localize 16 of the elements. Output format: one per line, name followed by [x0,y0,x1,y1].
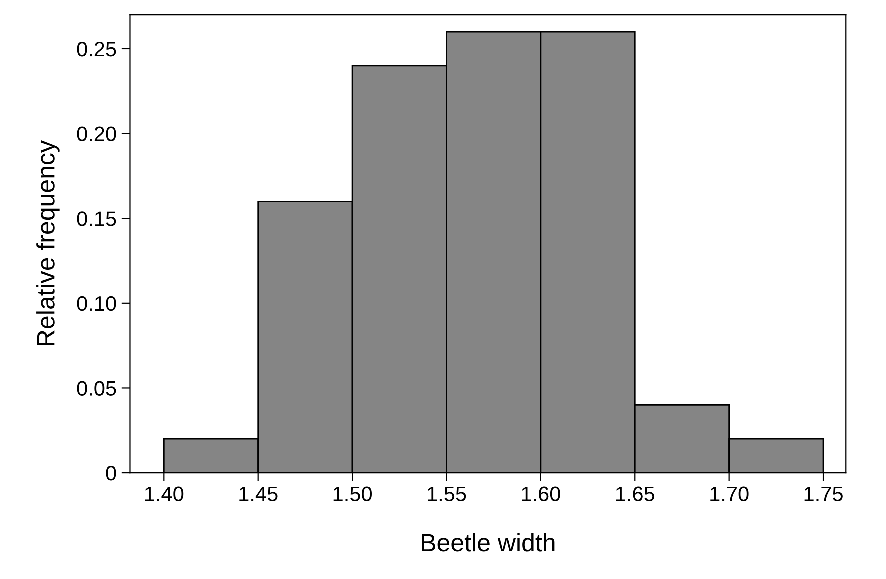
y-tick-label: 0.25 [77,42,116,57]
x-tick-label: 1.50 [334,486,372,502]
x-tick-label: 1.55 [428,487,466,502]
x-tick-label: 1.65 [616,486,655,502]
x-tick-label: 1.70 [710,486,749,502]
y-tick-label: 0 [106,466,116,481]
y-axis-title: Relative frequency [36,140,60,346]
x-tick-label: 1.40 [145,486,184,502]
y-tick-label: 0.15 [77,212,116,226]
x-tick-label: 1.60 [522,486,560,502]
y-tick-label: 0.10 [77,296,116,312]
y-tick-label: 0.20 [77,126,116,142]
x-tick-label: 1.45 [240,487,278,502]
x-axis-title: Beetle width [422,533,555,552]
x-tick-label: 1.75 [804,487,843,502]
y-tick-label: 0.05 [77,381,116,396]
